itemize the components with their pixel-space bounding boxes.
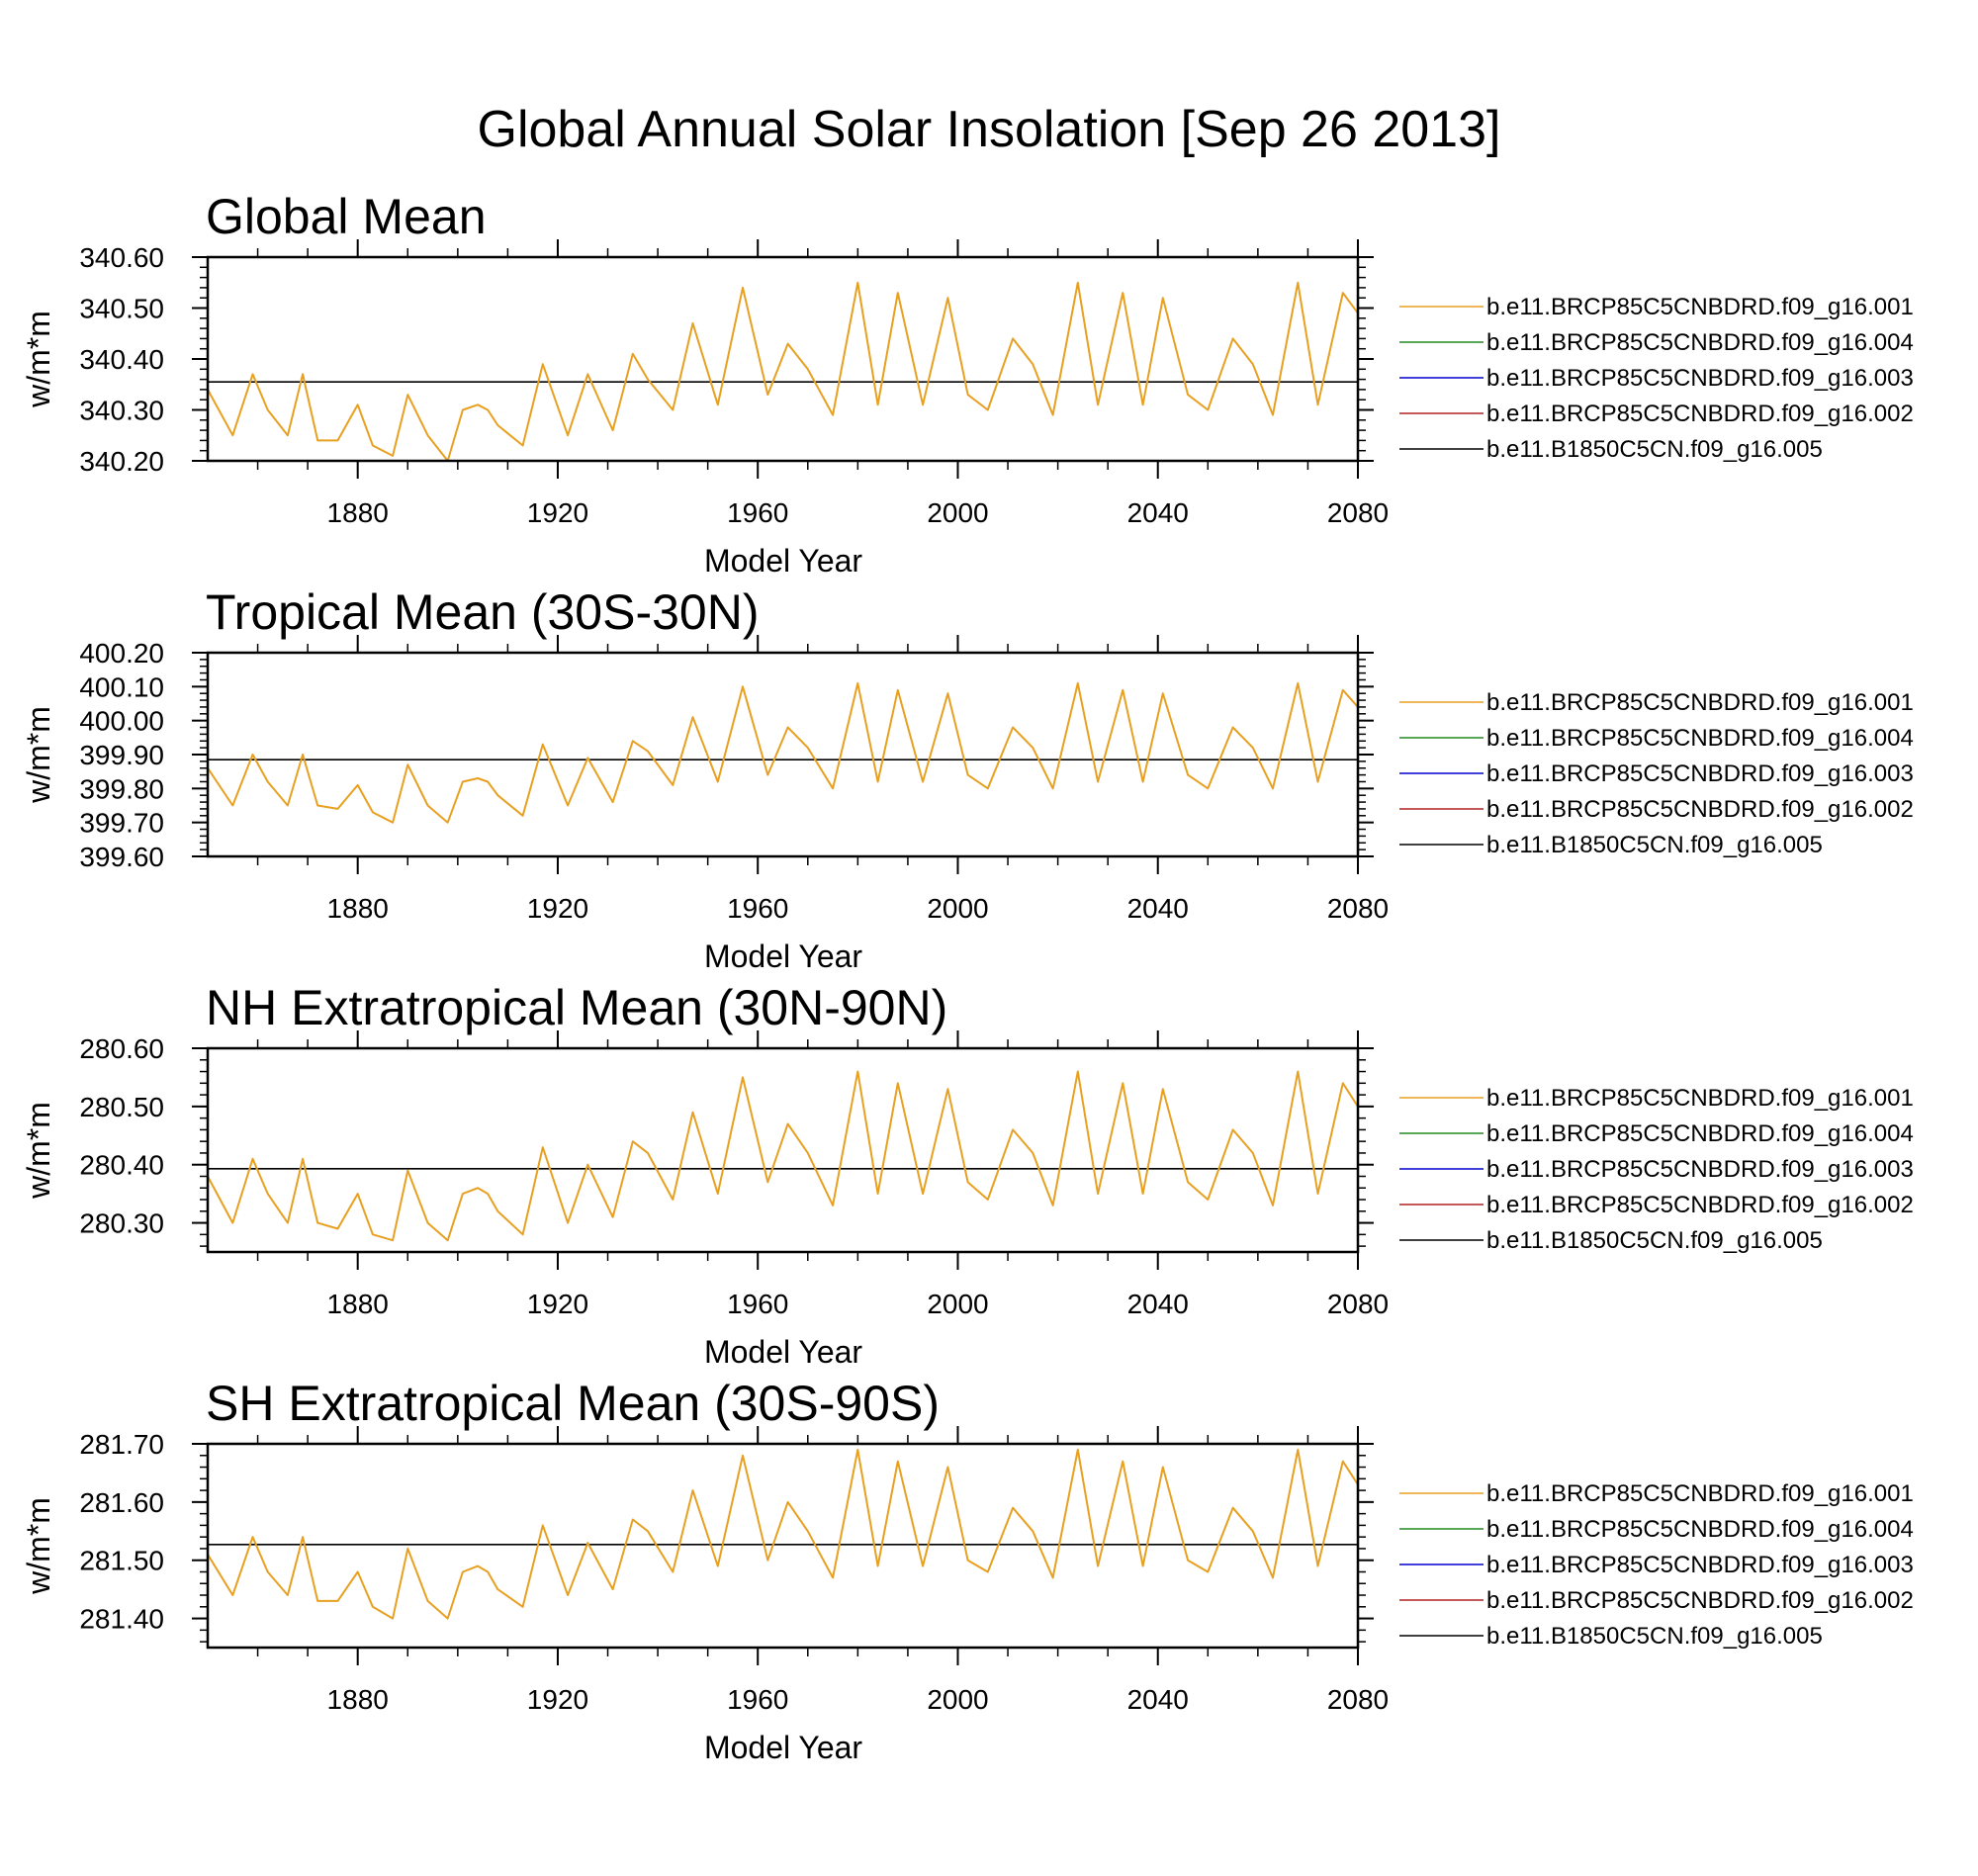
legend-label: b.e11.BRCP85C5CNBDRD.f09_g16.003 [1486,1156,1914,1183]
y-tick-label: 340.40 [79,344,164,375]
x-tick-label: 1960 [727,1684,788,1715]
legend: b.e11.BRCP85C5CNBDRD.f09_g16.001 b.e11.BR… [1399,1085,1914,1254]
x-tick-label: 1880 [327,893,389,924]
legend: b.e11.BRCP85C5CNBDRD.f09_g16.001 b.e11.BR… [1399,689,1914,858]
y-tick-label: 340.60 [79,242,164,273]
legend-label: b.e11.BRCP85C5CNBDRD.f09_g16.004 [1486,725,1914,752]
legend-label: b.e11.BRCP85C5CNBDRD.f09_g16.003 [1486,760,1914,787]
legend: b.e11.BRCP85C5CNBDRD.f09_g16.001 b.e11.BR… [1399,294,1914,463]
x-tick-label: 1920 [527,1684,588,1715]
y-tick-label: 281.70 [79,1429,164,1460]
y-axis-label: w/m*m [21,1497,56,1595]
legend-label: b.e11.BRCP85C5CNBDRD.f09_g16.002 [1486,1587,1914,1614]
y-axis-label: w/m*m [21,311,56,408]
x-tick-label: 2000 [927,1684,988,1715]
x-tick-label: 2040 [1127,497,1189,528]
y-tick-label: 340.50 [79,294,164,324]
x-tick-label: 2080 [1327,893,1389,924]
y-tick-label: 280.60 [79,1033,164,1064]
x-axis-label: Model Year [704,543,862,579]
x-tick-label: 2040 [1127,1684,1189,1715]
plot-frame [206,1442,1360,1650]
panel-4: SH Extratropical Mean (30S-90S) 281.40 281… [21,1376,1914,1765]
legend-label: b.e11.BRCP85C5CNBDRD.f09_g16.004 [1486,1516,1914,1543]
legend-label: b.e11.BRCP85C5CNBDRD.f09_g16.002 [1486,401,1914,427]
series-line [207,1070,1359,1242]
x-tick-label: 1920 [527,1289,588,1319]
y-tick-label: 399.70 [79,808,164,839]
legend-label: b.e11.B1850C5CN.f09_g16.005 [1486,1227,1823,1254]
series-line [207,1448,1359,1620]
y-tick-label: 281.40 [79,1604,164,1635]
y-tick-label: 340.20 [79,446,164,477]
legend-label: b.e11.BRCP85C5CNBDRD.f09_g16.002 [1486,796,1914,823]
series-line [207,281,1359,462]
panel-title: Global Mean [206,189,487,244]
panel-3: NH Extratropical Mean (30N-90N) 280.30 280… [21,980,1914,1370]
legend-label: b.e11.BRCP85C5CNBDRD.f09_g16.001 [1486,1480,1914,1507]
x-tick-label: 1960 [727,1289,788,1319]
x-axis-label: Model Year [704,1730,862,1765]
y-tick-label: 400.10 [79,671,164,702]
x-tick-label: 2080 [1327,497,1389,528]
x-tick-label: 2000 [927,497,988,528]
legend-label: b.e11.BRCP85C5CNBDRD.f09_g16.003 [1486,365,1914,392]
x-axis-label: Model Year [704,1334,862,1370]
figure-title: Global Annual Solar Insolation [Sep 26 2… [478,101,1501,158]
x-tick-label: 2000 [927,893,988,924]
panel-title: NH Extratropical Mean (30N-90N) [206,980,947,1035]
panel-title: SH Extratropical Mean (30S-90S) [206,1376,940,1431]
x-tick-label: 2000 [927,1289,988,1319]
x-tick-label: 2040 [1127,1289,1189,1319]
legend-label: b.e11.BRCP85C5CNBDRD.f09_g16.001 [1486,689,1914,716]
y-tick-label: 280.30 [79,1208,164,1239]
x-tick-label: 1920 [527,497,588,528]
legend-label: b.e11.B1850C5CN.f09_g16.005 [1486,1623,1823,1650]
plot-frame [206,1046,1360,1254]
y-axis-label: w/m*m [21,1102,56,1200]
x-tick-label: 1880 [327,497,389,528]
legend-label: b.e11.BRCP85C5CNBDRD.f09_g16.004 [1486,1120,1914,1147]
y-tick-label: 399.60 [79,842,164,872]
x-tick-label: 2080 [1327,1289,1389,1319]
y-tick-label: 400.20 [79,638,164,669]
legend-label: b.e11.B1850C5CN.f09_g16.005 [1486,832,1823,858]
legend-label: b.e11.BRCP85C5CNBDRD.f09_g16.003 [1486,1552,1914,1578]
legend-label: b.e11.BRCP85C5CNBDRD.f09_g16.001 [1486,1085,1914,1112]
y-tick-label: 340.30 [79,396,164,426]
y-tick-label: 281.60 [79,1487,164,1518]
x-tick-label: 1920 [527,893,588,924]
panels: Global Mean 340.20 340.30 340.40 340.50 340.6… [21,189,1914,1765]
panel-1: Global Mean 340.20 340.30 340.40 340.50 340.6… [21,189,1914,579]
plot-frame [206,651,1360,858]
y-tick-label: 281.50 [79,1546,164,1576]
x-tick-label: 2040 [1127,893,1189,924]
y-tick-label: 280.40 [79,1150,164,1181]
x-tick-label: 1960 [727,497,788,528]
legend-label: b.e11.BRCP85C5CNBDRD.f09_g16.002 [1486,1192,1914,1218]
x-tick-label: 1880 [327,1289,389,1319]
legend-label: b.e11.BRCP85C5CNBDRD.f09_g16.004 [1486,329,1914,356]
panel-title: Tropical Mean (30S-30N) [206,584,759,640]
y-axis-label: w/m*m [21,706,56,804]
legend-label: b.e11.BRCP85C5CNBDRD.f09_g16.001 [1486,294,1914,320]
x-tick-label: 2080 [1327,1684,1389,1715]
x-tick-label: 1960 [727,893,788,924]
x-axis-label: Model Year [704,938,862,974]
legend-label: b.e11.B1850C5CN.f09_g16.005 [1486,436,1823,463]
legend: b.e11.BRCP85C5CNBDRD.f09_g16.001 b.e11.BR… [1399,1480,1914,1650]
x-tick-label: 1880 [327,1684,389,1715]
y-tick-label: 400.00 [79,706,164,737]
y-tick-label: 399.90 [79,740,164,770]
plot-frame [206,255,1360,463]
y-tick-label: 399.80 [79,773,164,804]
y-tick-label: 280.50 [79,1092,164,1122]
series-line [207,681,1359,824]
